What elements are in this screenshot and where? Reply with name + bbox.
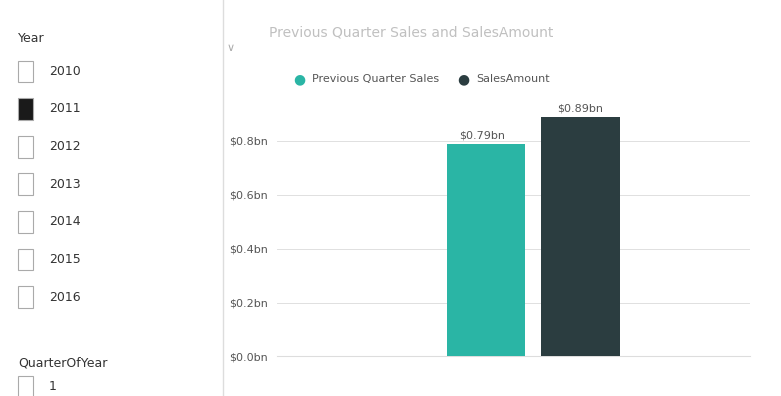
Bar: [447, 144, 526, 356]
FancyBboxPatch shape: [18, 249, 34, 270]
FancyBboxPatch shape: [18, 376, 34, 396]
Text: 2016: 2016: [49, 291, 80, 303]
Text: ●: ●: [457, 72, 469, 86]
FancyBboxPatch shape: [18, 136, 34, 158]
Text: Previous Quarter Sales: Previous Quarter Sales: [312, 74, 440, 84]
FancyBboxPatch shape: [18, 98, 34, 120]
Text: 2015: 2015: [49, 253, 80, 266]
Text: SalesAmount: SalesAmount: [476, 74, 550, 84]
Text: 2014: 2014: [49, 215, 80, 228]
Text: QuarterOfYear: QuarterOfYear: [18, 357, 107, 369]
Text: $0.89bn: $0.89bn: [558, 103, 604, 114]
Text: 2012: 2012: [49, 140, 80, 153]
Bar: [541, 117, 620, 356]
Text: ∨: ∨: [226, 42, 234, 53]
Text: ●: ●: [293, 72, 305, 86]
Text: 1: 1: [49, 380, 57, 393]
FancyBboxPatch shape: [18, 61, 34, 82]
FancyBboxPatch shape: [18, 173, 34, 195]
Text: Previous Quarter Sales and SalesAmount: Previous Quarter Sales and SalesAmount: [269, 26, 554, 40]
Text: 2011: 2011: [49, 103, 80, 115]
Text: 2013: 2013: [49, 178, 80, 190]
Text: Year: Year: [18, 32, 45, 45]
FancyBboxPatch shape: [18, 211, 34, 233]
Text: $0.79bn: $0.79bn: [459, 130, 505, 141]
FancyBboxPatch shape: [18, 286, 34, 308]
Text: 2010: 2010: [49, 65, 80, 78]
